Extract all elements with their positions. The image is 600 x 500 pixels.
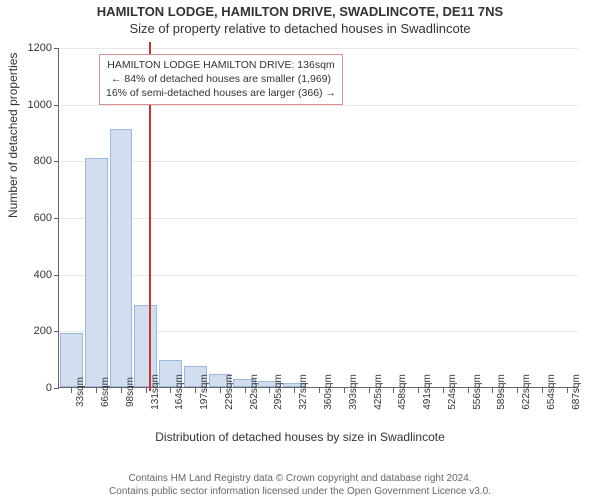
y-tick-mark: [54, 48, 59, 49]
x-tick-mark: [121, 388, 122, 393]
y-tick-label: 1000: [12, 99, 52, 111]
y-tick-label: 600: [12, 212, 52, 224]
x-tick-mark: [96, 388, 97, 393]
x-tick-label: 425sqm: [373, 374, 384, 410]
y-tick-mark: [54, 275, 59, 276]
x-tick-mark: [294, 388, 295, 393]
chart-title-main: HAMILTON LODGE, HAMILTON DRIVE, SWADLINC…: [0, 0, 600, 19]
x-tick-label: 458sqm: [397, 374, 408, 410]
plot-region: 02004006008001000120033sqm66sqm98sqm131s…: [58, 48, 578, 388]
x-tick-mark: [393, 388, 394, 393]
x-tick-mark: [245, 388, 246, 393]
gridline: [59, 48, 578, 49]
chart-container: HAMILTON LODGE, HAMILTON DRIVE, SWADLINC…: [0, 0, 600, 500]
footer-attribution: Contains HM Land Registry data © Crown c…: [0, 472, 600, 498]
x-tick-label: 654sqm: [546, 374, 557, 410]
y-tick-label: 800: [12, 155, 52, 167]
gridline: [59, 105, 578, 106]
y-axis-label: Number of detached properties: [6, 53, 20, 218]
gridline: [59, 275, 578, 276]
footer-line-2: Contains public sector information licen…: [0, 485, 600, 498]
annotation-line-1: HAMILTON LODGE HAMILTON DRIVE: 136sqm: [106, 58, 336, 72]
y-tick-mark: [54, 161, 59, 162]
y-tick-mark: [54, 105, 59, 106]
x-tick-mark: [542, 388, 543, 393]
x-axis-label: Distribution of detached houses by size …: [0, 430, 600, 444]
x-tick-label: 295sqm: [273, 374, 284, 410]
x-tick-mark: [517, 388, 518, 393]
bar: [110, 129, 133, 387]
x-tick-label: 262sqm: [249, 374, 260, 410]
chart-title-sub: Size of property relative to detached ho…: [0, 19, 600, 36]
x-tick-mark: [220, 388, 221, 393]
y-tick-label: 200: [12, 325, 52, 337]
chart-plot-area: 02004006008001000120033sqm66sqm98sqm131s…: [58, 48, 578, 388]
x-tick-mark: [269, 388, 270, 393]
x-tick-label: 524sqm: [447, 374, 458, 410]
x-tick-label: 589sqm: [496, 374, 507, 410]
y-tick-mark: [54, 388, 59, 389]
y-tick-label: 1200: [12, 42, 52, 54]
x-tick-label: 687sqm: [571, 374, 582, 410]
x-tick-label: 393sqm: [348, 374, 359, 410]
x-tick-mark: [468, 388, 469, 393]
x-tick-label: 360sqm: [323, 374, 334, 410]
x-tick-mark: [344, 388, 345, 393]
x-tick-mark: [492, 388, 493, 393]
gridline: [59, 161, 578, 162]
x-tick-mark: [567, 388, 568, 393]
x-tick-mark: [443, 388, 444, 393]
x-tick-label: 327sqm: [298, 374, 309, 410]
x-tick-mark: [71, 388, 72, 393]
x-tick-label: 491sqm: [422, 374, 433, 410]
bar: [85, 158, 108, 388]
x-tick-mark: [369, 388, 370, 393]
x-tick-mark: [418, 388, 419, 393]
annotation-line-2: ← 84% of detached houses are smaller (1,…: [106, 72, 336, 86]
y-tick-mark: [54, 218, 59, 219]
y-tick-mark: [54, 331, 59, 332]
x-tick-label: 622sqm: [521, 374, 532, 410]
gridline: [59, 218, 578, 219]
x-tick-label: 556sqm: [472, 374, 483, 410]
x-tick-mark: [195, 388, 196, 393]
y-tick-label: 0: [12, 382, 52, 394]
x-tick-mark: [146, 388, 147, 393]
annotation-line-3: 16% of semi-detached houses are larger (…: [106, 86, 336, 100]
y-tick-label: 400: [12, 269, 52, 281]
x-tick-mark: [319, 388, 320, 393]
annotation-box: HAMILTON LODGE HAMILTON DRIVE: 136sqm← 8…: [99, 54, 343, 105]
footer-line-1: Contains HM Land Registry data © Crown c…: [0, 472, 600, 485]
x-tick-mark: [170, 388, 171, 393]
